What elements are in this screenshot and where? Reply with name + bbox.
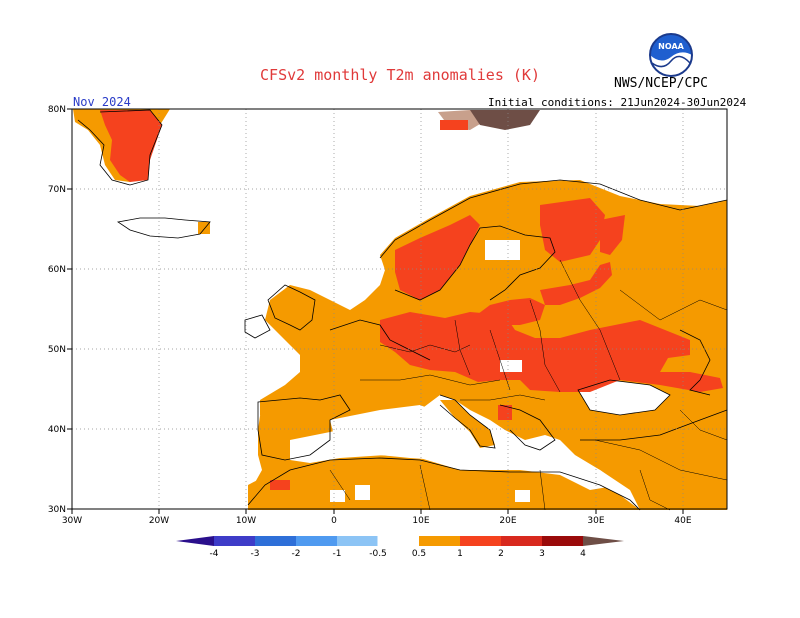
colorbar-swatch	[460, 536, 501, 546]
lon-label-30w: 30W	[62, 516, 82, 526]
axis-ticks	[67, 108, 684, 514]
logo-text: NOAA	[658, 42, 684, 51]
colorbar-swatch	[419, 536, 460, 546]
noaa-logo-icon: NOAA	[649, 33, 693, 77]
lon-label-30e: 30E	[587, 516, 604, 526]
lat-label-50n: 50N	[48, 345, 66, 355]
lat-label-40n: 40N	[48, 425, 66, 435]
agency-label: NWS/NCEP/CPC	[614, 76, 708, 91]
lat-label-30n: 30N	[48, 505, 66, 515]
lon-label-0: 0	[331, 516, 337, 526]
map-frame	[71, 108, 728, 510]
colorbar-swatch	[337, 536, 378, 546]
colorbar	[176, 535, 624, 547]
colorbar-label: 4	[580, 549, 586, 559]
colorbar-swatch	[542, 536, 583, 546]
lat-label-80n: 80N	[48, 105, 66, 115]
colorbar-label: 0.5	[412, 549, 426, 559]
graticule	[72, 109, 727, 509]
colorbar-label: -0.5	[369, 549, 387, 559]
forecast-month-label: Nov 2024	[73, 95, 131, 109]
lon-label-20w: 20W	[149, 516, 169, 526]
colorbar-low-arrow	[176, 536, 214, 546]
colorbar-swatch	[255, 536, 296, 546]
colorbar-label: 1	[457, 549, 463, 559]
colorbar-swatch	[296, 536, 337, 546]
coastlines	[77, 109, 728, 511]
anomaly-fields	[73, 109, 727, 510]
colorbar-label: 3	[539, 549, 545, 559]
lat-label-60n: 60N	[48, 265, 66, 275]
colorbar-label: -3	[251, 549, 260, 559]
colorbar-label: 2	[498, 549, 504, 559]
colorbar-swatch	[214, 536, 255, 546]
lat-label-70n: 70N	[48, 185, 66, 195]
lon-label-10w: 10W	[236, 516, 256, 526]
colorbar-high-arrow	[583, 536, 624, 546]
colorbar-label: -2	[292, 549, 301, 559]
lon-label-10e: 10E	[412, 516, 429, 526]
lon-label-20e: 20E	[499, 516, 516, 526]
colorbar-swatch	[501, 536, 542, 546]
colorbar-label: -1	[333, 549, 342, 559]
colorbar-label: -4	[210, 549, 219, 559]
country-borders	[329, 259, 728, 511]
initial-conditions-label: Initial conditions: 21Jun2024-30Jun2024	[488, 96, 747, 109]
lon-label-40e: 40E	[674, 516, 691, 526]
map-title: CFSv2 monthly T2m anomalies (K)	[260, 66, 540, 84]
colorbar-swatch	[377, 535, 420, 547]
